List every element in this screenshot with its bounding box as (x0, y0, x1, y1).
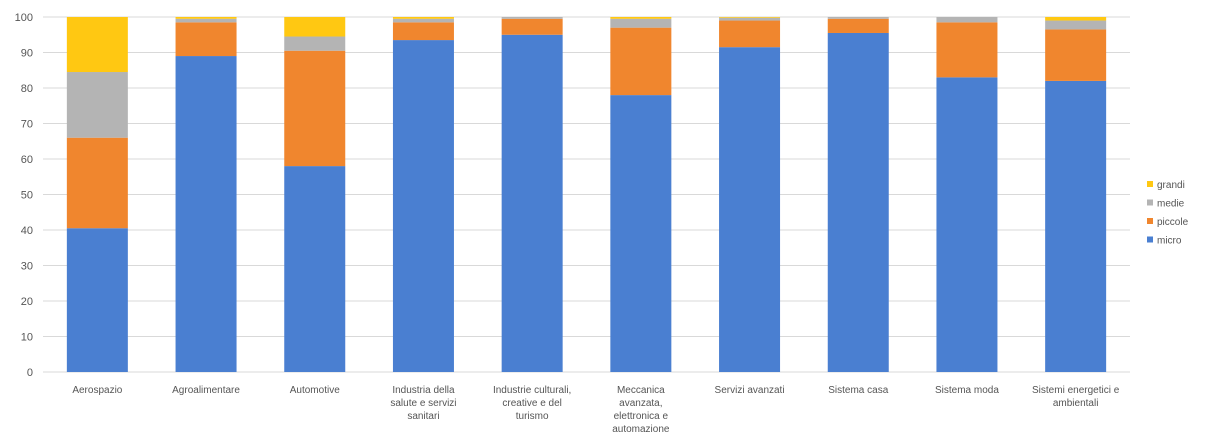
y-tick-label: 40 (21, 225, 33, 237)
y-tick-label: 30 (21, 261, 33, 273)
x-category-label: Agroalimentare (172, 385, 240, 396)
legend-swatch-micro (1147, 236, 1153, 243)
x-category-label-line: avanzata, (619, 398, 662, 409)
legend-label-piccole: piccole (1157, 217, 1189, 228)
y-tick-label: 50 (21, 190, 33, 202)
x-category-label-line: Sistema moda (935, 385, 999, 396)
bar-piccole-1 (175, 22, 237, 57)
legend-swatch-grandi (1147, 181, 1153, 187)
bar-micro-1 (175, 56, 237, 373)
x-category-label-line: Sistemi energetici e (1032, 385, 1120, 396)
x-category-label-line: Sistema casa (828, 385, 888, 396)
bar-medie-2 (284, 36, 346, 51)
bar-medie-3 (392, 18, 454, 23)
bar-piccole-6 (719, 20, 781, 48)
bar-grandi-2 (284, 17, 346, 37)
bar-micro-8 (936, 77, 998, 372)
bar-grandi-0 (66, 17, 128, 73)
bar-micro-2 (284, 166, 346, 372)
legend-label-micro: micro (1157, 236, 1182, 247)
x-category-label: Industria della salute e servizi sanitari (390, 385, 456, 422)
bar-piccole-4 (501, 18, 563, 35)
x-category-label-line: Meccanica (617, 385, 665, 396)
x-category-label-line: Servizi avanzati (715, 385, 785, 396)
legend-swatch-medie (1147, 199, 1153, 206)
legend: grandi medie piccole micro (1147, 180, 1189, 247)
y-tick-label: 10 (21, 332, 33, 344)
y-tick-label: 20 (21, 296, 33, 308)
legend-label-grandi: grandi (1157, 180, 1185, 191)
bar-grandi-1 (175, 17, 237, 19)
x-category-label: Automotive (290, 385, 340, 396)
bar-medie-8 (936, 17, 998, 23)
x-category-label-line: automazione (612, 424, 670, 435)
bar-micro-4 (501, 34, 563, 372)
y-tick-label: 90 (21, 48, 33, 60)
bar-grandi-3 (392, 17, 454, 19)
x-category-label-line: Agroalimentare (172, 385, 240, 396)
x-category-label: Sistemi energetici e ambientali (1032, 385, 1120, 409)
bar-micro-0 (66, 228, 128, 372)
legend-label-medie: medie (1157, 199, 1185, 210)
bar-grandi-9 (1045, 17, 1107, 21)
x-category-label: Industrie culturali, creative e del turism… (493, 385, 571, 422)
x-category-label-line: turismo (516, 411, 549, 422)
bar-medie-0 (66, 72, 128, 138)
x-category-label-line: ambientali (1053, 398, 1099, 409)
x-category-label-line: Aerospazio (72, 385, 122, 396)
bar-micro-5 (610, 95, 672, 372)
bar-micro-7 (827, 32, 889, 372)
bar-piccole-8 (936, 22, 998, 78)
x-axis-category-labels: Aerospazio Agroalimentare Automotive Indust… (72, 385, 1119, 435)
bar-piccole-7 (827, 18, 889, 33)
bar-grandi-6 (719, 17, 781, 18)
x-category-label-line: sanitari (407, 411, 439, 422)
x-category-label: Meccanica avanzata, elettronica e automazio… (612, 385, 670, 435)
x-category-label: Aerospazio (72, 385, 122, 396)
bar-piccole-2 (284, 50, 346, 167)
x-category-label-line: elettronica e (614, 411, 669, 422)
bar-medie-1 (175, 18, 237, 23)
x-category-label-line: creative e del (502, 398, 561, 409)
x-category-label-line: Industrie culturali, (493, 385, 571, 396)
y-tick-label: 0 (27, 367, 33, 379)
bar-medie-6 (719, 17, 781, 21)
y-tick-label: 60 (21, 154, 33, 166)
bar-piccole-0 (66, 137, 128, 229)
bar-micro-9 (1045, 80, 1107, 373)
y-tick-label: 100 (15, 12, 33, 24)
bars (66, 17, 1107, 373)
x-category-label: Servizi avanzati (715, 385, 785, 396)
y-tick-label: 80 (21, 83, 33, 95)
x-category-label: Sistema moda (935, 385, 999, 396)
bar-micro-6 (719, 47, 781, 373)
bar-medie-7 (827, 17, 889, 19)
bar-medie-5 (610, 18, 672, 28)
bar-piccole-9 (1045, 29, 1107, 81)
x-category-label-line: salute e servizi (390, 398, 456, 409)
x-category-label: Sistema casa (828, 385, 888, 396)
bar-piccole-3 (392, 22, 454, 41)
y-axis-tick-labels: 0 10 20 30 40 50 60 70 80 90 100 (15, 12, 33, 379)
bar-medie-4 (501, 17, 563, 19)
bar-medie-9 (1045, 20, 1107, 30)
bar-micro-3 (392, 40, 454, 372)
bar-piccole-5 (610, 27, 672, 96)
x-category-label-line: Industria della (392, 385, 455, 396)
legend-swatch-piccole (1147, 218, 1153, 224)
bar-grandi-5 (610, 17, 672, 19)
y-tick-label: 70 (21, 119, 33, 131)
x-category-label-line: Automotive (290, 385, 340, 396)
